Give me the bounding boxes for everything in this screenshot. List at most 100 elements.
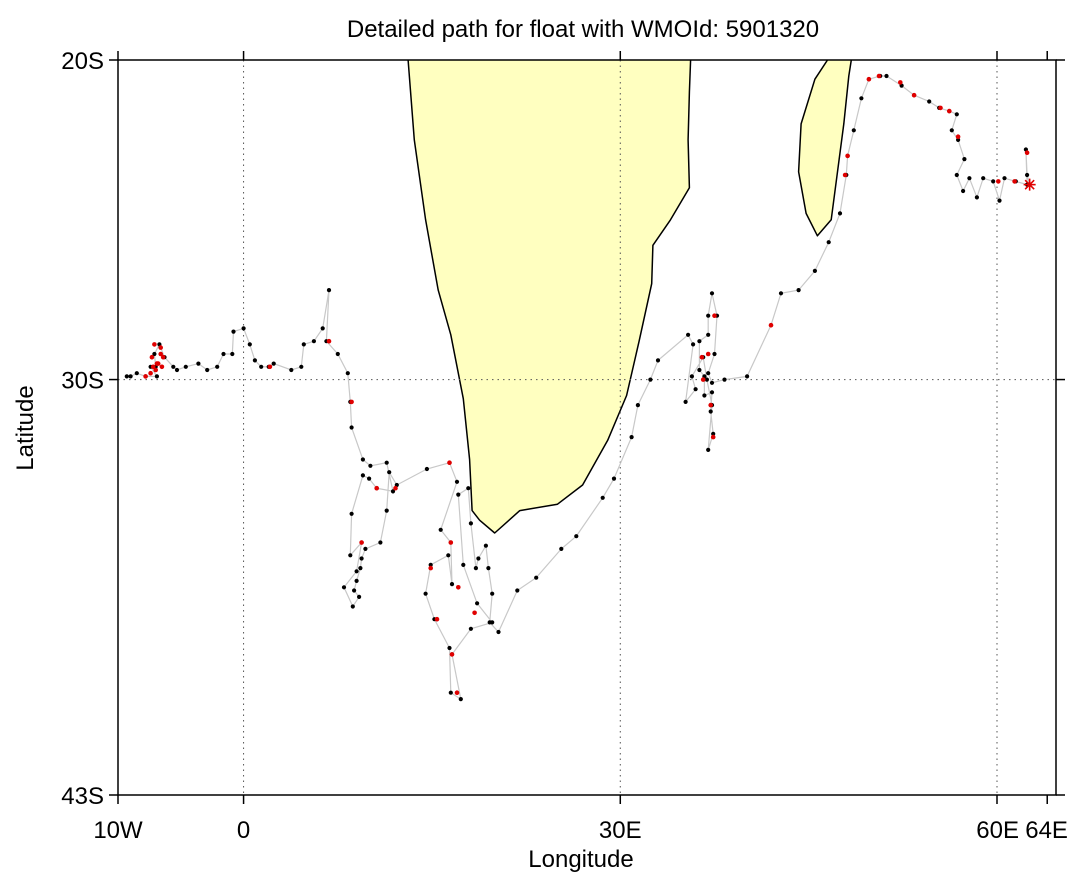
highlight-point: [359, 540, 364, 545]
highlight-point: [866, 76, 872, 82]
profile-point: [458, 697, 463, 702]
profile-point: [967, 176, 972, 181]
highlight-point: [393, 485, 398, 491]
profile-point: [778, 291, 784, 296]
profile-point: [205, 367, 210, 373]
profile-point: [352, 588, 357, 593]
highlight-point: [449, 652, 455, 657]
asterisk-stroke: [1024, 179, 1035, 190]
y-axis-label: Latitude: [12, 385, 39, 470]
profile-point: [359, 556, 364, 561]
profile-point: [851, 128, 856, 133]
profile-point: [949, 128, 954, 133]
profile-point: [954, 172, 959, 178]
highlight-point: [938, 105, 943, 111]
profile-point: [259, 364, 264, 369]
highlight-point: [911, 92, 917, 98]
profile-point: [655, 358, 661, 363]
highlight-point: [472, 610, 477, 616]
profile-point: [360, 457, 365, 462]
highlight-point: [947, 108, 952, 114]
profile-point: [706, 332, 711, 337]
profile-point: [712, 351, 717, 357]
profile-point: [697, 367, 702, 373]
profile-point: [534, 575, 539, 580]
highlight-point: [158, 345, 163, 350]
profile-point: [468, 521, 473, 526]
profile-point: [387, 470, 392, 475]
profile-point: [456, 492, 461, 497]
profile-point: [124, 374, 129, 379]
profile-point: [708, 409, 713, 414]
profile-point: [438, 527, 443, 532]
profile-point: [475, 601, 480, 606]
profile-point: [702, 393, 707, 398]
profile-point: [448, 690, 453, 695]
profile-point: [311, 339, 316, 344]
profile-point: [461, 562, 466, 568]
profile-point: [241, 326, 246, 331]
profile-point: [350, 604, 355, 609]
profile-point: [230, 351, 235, 357]
profile-point: [689, 374, 695, 379]
profile-point: [515, 588, 520, 593]
highlight-point: [149, 354, 155, 360]
highlight-point: [1012, 179, 1017, 184]
profile-point: [221, 351, 226, 357]
profile-point: [174, 367, 180, 373]
profile-point: [704, 377, 710, 382]
profile-point: [974, 195, 980, 200]
profile-point: [152, 351, 157, 357]
profile-point: [215, 364, 220, 369]
highlight-point: [705, 351, 711, 357]
tick-layer: 10W 0 30E 60E 64E 20S 30S 43S: [61, 48, 1068, 844]
profile-point: [927, 99, 932, 104]
profile-point: [496, 629, 501, 635]
highlight-point: [712, 313, 717, 319]
profile-point: [981, 176, 986, 181]
profile-point: [128, 374, 133, 379]
profile-point: [454, 479, 460, 484]
profile-point: [196, 361, 201, 366]
profile-point: [629, 435, 634, 440]
profile-point: [706, 313, 711, 318]
profile-point: [697, 339, 702, 344]
profile-point: [349, 425, 354, 430]
profile-point: [289, 367, 294, 373]
profile-point: [299, 364, 304, 369]
profile-point: [635, 403, 641, 408]
profile-point: [354, 569, 359, 574]
profile-point: [711, 431, 716, 436]
y-tick-label: 20S: [61, 48, 104, 75]
x-axis-label: Longitude: [528, 846, 633, 873]
profile-point: [1025, 172, 1030, 178]
chart-title: Detailed path for float with WMOId: 5901…: [347, 16, 819, 43]
profile-point: [345, 371, 350, 376]
profile-point: [954, 112, 959, 117]
profile-point: [390, 489, 396, 494]
highlight-point: [700, 377, 706, 382]
profile-point: [476, 556, 481, 561]
profile-point: [483, 543, 488, 548]
highlight-point: [267, 364, 273, 370]
profile-point: [384, 508, 389, 513]
highlight-point: [710, 434, 716, 440]
points-layer: [124, 73, 1032, 702]
highlight-point: [448, 540, 454, 545]
highlight-point: [699, 354, 705, 360]
profile-point: [559, 546, 564, 552]
profile-point: [686, 332, 691, 337]
x-tick-label: 0: [237, 817, 250, 844]
profile-point: [693, 387, 698, 392]
profile-point: [1002, 176, 1007, 181]
profile-point: [424, 466, 429, 472]
profile-point: [490, 620, 495, 625]
y-tick-label: 43S: [61, 783, 104, 810]
profile-point: [722, 377, 727, 382]
highlight-point: [456, 585, 461, 590]
highlight-point: [842, 172, 848, 178]
profile-point: [349, 511, 354, 516]
profile-point: [490, 591, 495, 596]
highlight-point: [150, 364, 156, 370]
